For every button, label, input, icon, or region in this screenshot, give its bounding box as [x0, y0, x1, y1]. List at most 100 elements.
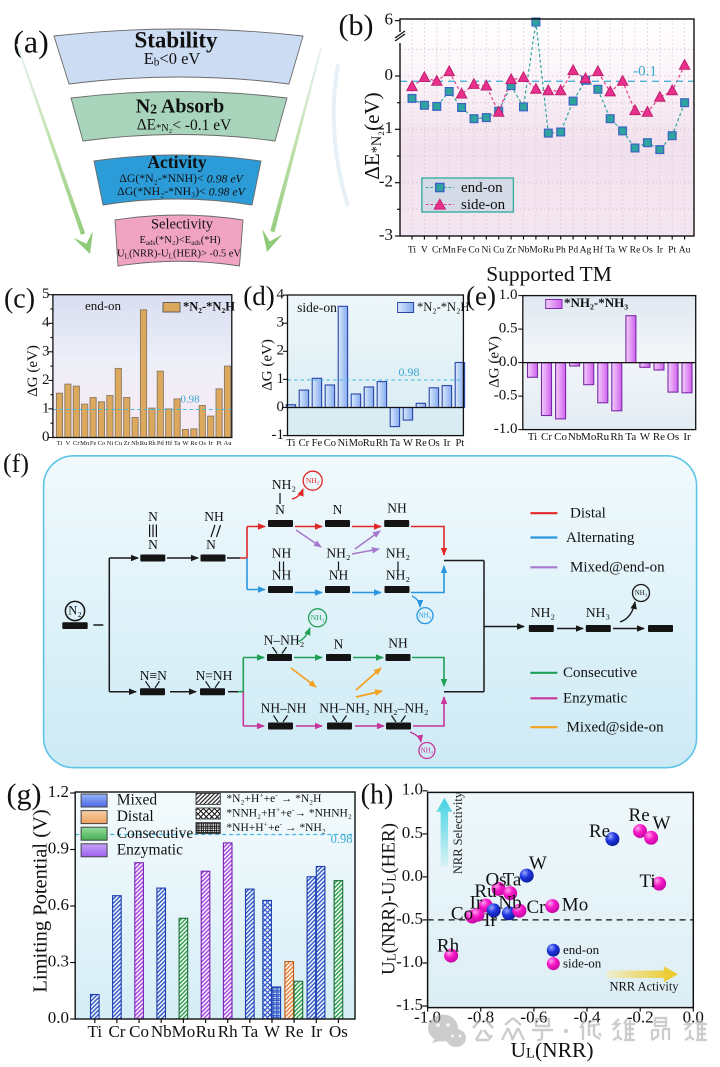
svg-text:1.0: 1.0	[402, 780, 423, 799]
svg-text:*N₂-*N₂H: *N₂-*N₂H	[183, 299, 235, 313]
svg-text:-1: -1	[379, 118, 393, 137]
svg-text:W: W	[653, 813, 671, 834]
svg-text:Mo: Mo	[349, 438, 364, 449]
svg-text:Mixed@side-on: Mixed@side-on	[567, 720, 665, 736]
svg-text:Fe: Fe	[457, 245, 467, 256]
svg-text:Rh: Rh	[218, 1022, 238, 1041]
svg-text:(g): (g)	[7, 778, 42, 811]
svg-text:Ti: Ti	[408, 245, 417, 256]
svg-text:Ir: Ir	[443, 438, 450, 449]
svg-text:1.2: 1.2	[48, 782, 69, 801]
svg-text:UL​(NRR): UL​(NRR)	[511, 1038, 594, 1062]
svg-text:end-on: end-on	[461, 180, 503, 196]
svg-text:0: 0	[42, 429, 50, 445]
svg-text:Cr: Cr	[527, 897, 547, 918]
svg-text:1: 1	[42, 400, 50, 416]
svg-text:3: 3	[42, 343, 50, 359]
svg-text:(b): (b)	[339, 9, 374, 42]
svg-text:Pd: Pd	[157, 440, 165, 447]
svg-text:Rh: Rh	[376, 438, 389, 449]
svg-text:0.5: 0.5	[499, 321, 518, 337]
svg-text:1.0: 1.0	[499, 287, 518, 303]
svg-text:Ni: Ni	[107, 440, 114, 447]
svg-text:Mixed@end-on: Mixed@end-on	[570, 560, 665, 576]
svg-text:Co: Co	[98, 440, 106, 447]
svg-text:V: V	[66, 440, 71, 447]
svg-text:side-on: side-on	[297, 300, 337, 315]
svg-text:Ta: Ta	[390, 438, 401, 449]
svg-text:NH₂: NH₂	[272, 477, 296, 492]
svg-text:NH₃: NH₃	[306, 476, 320, 485]
svg-text:*N₂-*N₂H: *N₂-*N₂H	[417, 300, 469, 314]
svg-text:V: V	[421, 245, 428, 256]
svg-text:Mo: Mo	[172, 1022, 196, 1041]
svg-text:Mn: Mn	[443, 245, 457, 256]
svg-text:NH₃: NH₃	[635, 589, 648, 597]
svg-text:*NH+H+​+e-​ → *NH₂: *NH+H+​+e-​ → *NH₂	[226, 819, 325, 834]
svg-text:Os: Os	[667, 431, 679, 443]
svg-text:Pt: Pt	[668, 245, 676, 256]
svg-text:Rh: Rh	[148, 440, 156, 447]
svg-text:N: N	[148, 537, 158, 552]
svg-text:Nb: Nb	[498, 892, 521, 913]
svg-text:NH₃: NH₃	[311, 613, 325, 622]
svg-text:Ti: Ti	[639, 871, 655, 892]
svg-text:NH: NH	[204, 509, 224, 524]
svg-text:Mn: Mn	[80, 440, 90, 447]
svg-text:*N₂+H+​+e-​ → *N₂H: *N₂+H+​+e-​ → *N₂H	[226, 790, 321, 805]
svg-text:Rh: Rh	[610, 431, 623, 443]
svg-text:(f): (f)	[3, 449, 29, 478]
svg-text:Co: Co	[324, 438, 336, 449]
svg-text:Cr: Cr	[73, 440, 80, 447]
svg-text:Supported TM: Supported TM	[486, 262, 612, 286]
svg-text:Limiting Potential (V): Limiting Potential (V)	[30, 809, 52, 992]
svg-text:Ta: Ta	[625, 431, 636, 443]
svg-text:NH₂: NH₂	[326, 546, 350, 561]
svg-text:Ti: Ti	[286, 438, 295, 449]
svg-text:2: 2	[42, 372, 50, 388]
svg-text:ΔG(*NH₂-*NH₃)< 0.98 eV: ΔG(*NH₂-*NH₃)< 0.98 eV	[117, 184, 246, 198]
svg-text:Cu: Cu	[493, 245, 504, 256]
svg-text:Co: Co	[451, 903, 473, 924]
svg-text:side-on: side-on	[461, 197, 506, 213]
svg-text:Stability: Stability	[134, 27, 218, 52]
svg-text:0.98: 0.98	[331, 832, 353, 846]
svg-text:Ir: Ir	[311, 1022, 323, 1041]
svg-text:0.3: 0.3	[48, 951, 69, 970]
svg-text:Pt: Pt	[216, 440, 222, 447]
svg-text:-0.5: -0.5	[396, 909, 423, 928]
svg-text:Ti: Ti	[57, 440, 63, 447]
svg-text:Ru: Ru	[363, 438, 376, 449]
svg-text:Hf: Hf	[593, 245, 604, 256]
svg-text:W: W	[182, 440, 189, 447]
svg-text:Consecutive: Consecutive	[117, 825, 194, 842]
svg-text:W: W	[264, 1022, 281, 1041]
svg-text:0.98: 0.98	[180, 394, 200, 406]
svg-text:0.5: 0.5	[402, 823, 423, 842]
svg-text:0.0: 0.0	[499, 354, 518, 370]
svg-text:Re: Re	[630, 245, 641, 256]
svg-text:Co: Co	[468, 245, 479, 256]
svg-text:NH₃: NH₃	[421, 747, 434, 755]
svg-text:W: W	[618, 245, 628, 256]
svg-text:*NH₂-*NH₃: *NH₂-*NH₃	[564, 295, 628, 310]
svg-text:0: 0	[385, 65, 394, 84]
svg-text:Ta: Ta	[241, 1022, 258, 1041]
svg-text:-0.5: -0.5	[494, 388, 518, 404]
svg-text:NH₂–NH₂: NH₂–NH₂	[373, 701, 428, 716]
svg-text:Cu: Cu	[115, 440, 123, 447]
svg-text:-1.0: -1.0	[396, 952, 423, 971]
svg-text:Ir: Ir	[209, 440, 214, 447]
svg-text:(e): (e)	[466, 281, 496, 311]
svg-text:Os: Os	[485, 869, 506, 890]
svg-text:-2: -2	[379, 172, 393, 191]
svg-text:1: 1	[277, 371, 285, 387]
svg-text:Cr: Cr	[108, 1022, 125, 1041]
svg-text:-1.5: -1.5	[396, 995, 423, 1014]
svg-text:end-on: end-on	[563, 942, 600, 957]
svg-text:3: 3	[277, 315, 285, 331]
svg-text:Ir: Ir	[657, 245, 664, 256]
svg-text:Nb: Nb	[568, 431, 582, 443]
svg-text:0: 0	[277, 399, 285, 415]
svg-text:NH–NH₂: NH–NH₂	[319, 701, 369, 716]
